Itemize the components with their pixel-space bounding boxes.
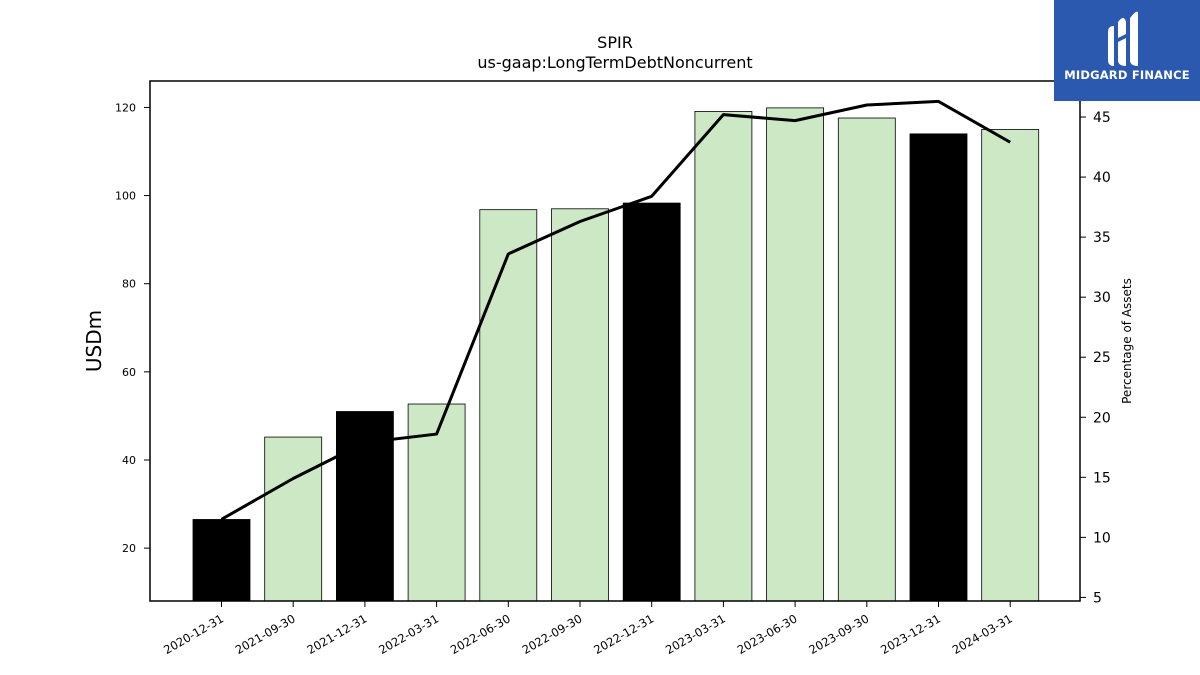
brand-logo: MIDGARD FINANCE	[1054, 0, 1200, 101]
x-tick-label: 2023-03-31	[663, 611, 728, 657]
bar	[622, 202, 681, 602]
y2-tick-label: 10	[1093, 530, 1111, 546]
bar	[551, 208, 609, 602]
chart-title: SPIR	[597, 33, 633, 52]
y2-tick-label: 20	[1093, 410, 1111, 426]
series-line	[220, 99, 1011, 521]
logo-mark-icon	[1108, 11, 1138, 67]
bar	[909, 133, 968, 602]
x-tick-label: 2021-09-30	[233, 611, 298, 657]
y2-tick-label: 30	[1093, 290, 1111, 306]
line-group	[220, 99, 1011, 521]
y-tick-label: 80	[122, 278, 136, 291]
y-tick-label: 60	[122, 366, 136, 379]
x-tick-label: 2022-12-31	[591, 611, 656, 657]
x-tick-label: 2021-12-31	[305, 611, 370, 657]
bar	[766, 107, 824, 602]
x-tick-label: 2022-03-31	[376, 611, 441, 657]
x-tick-label: 2023-09-30	[806, 611, 871, 657]
x-tick-label: 2023-12-31	[878, 611, 943, 657]
y-tick-label: 40	[122, 454, 136, 467]
bar	[837, 117, 896, 602]
x-tick-label: 2024-03-31	[950, 611, 1015, 657]
x-tick-label: 2022-09-30	[520, 611, 585, 657]
y2-tick-label: 25	[1093, 350, 1111, 366]
x-tick-label: 2020-12-31	[161, 611, 226, 657]
chart-subtitle: us-gaap:LongTermDebtNoncurrent	[477, 53, 752, 72]
plot-frame	[149, 80, 1081, 602]
y2-tick-label: 15	[1093, 470, 1111, 486]
y-axis-label: USDm	[82, 310, 106, 372]
y-tick-label: 100	[115, 190, 136, 203]
bar	[694, 111, 753, 602]
bar	[264, 436, 323, 602]
y2-tick-label: 45	[1093, 110, 1111, 126]
y2-tick-label: 35	[1093, 230, 1111, 246]
bar	[981, 129, 1040, 602]
bars-group	[192, 107, 1040, 602]
bar	[192, 519, 251, 602]
y2-axis-label: Percentage of Assets	[1120, 278, 1134, 404]
x-tick-label: 2022-06-30	[448, 611, 513, 657]
y-tick-label: 20	[122, 542, 136, 555]
y-tick-label: 120	[115, 101, 136, 114]
y2-tick-label: 40	[1093, 170, 1111, 186]
y2-tick-label: 5	[1093, 590, 1102, 606]
bar	[479, 209, 538, 602]
logo-text: MIDGARD FINANCE	[1064, 68, 1190, 82]
x-tick-label: 2023-06-30	[735, 611, 800, 657]
